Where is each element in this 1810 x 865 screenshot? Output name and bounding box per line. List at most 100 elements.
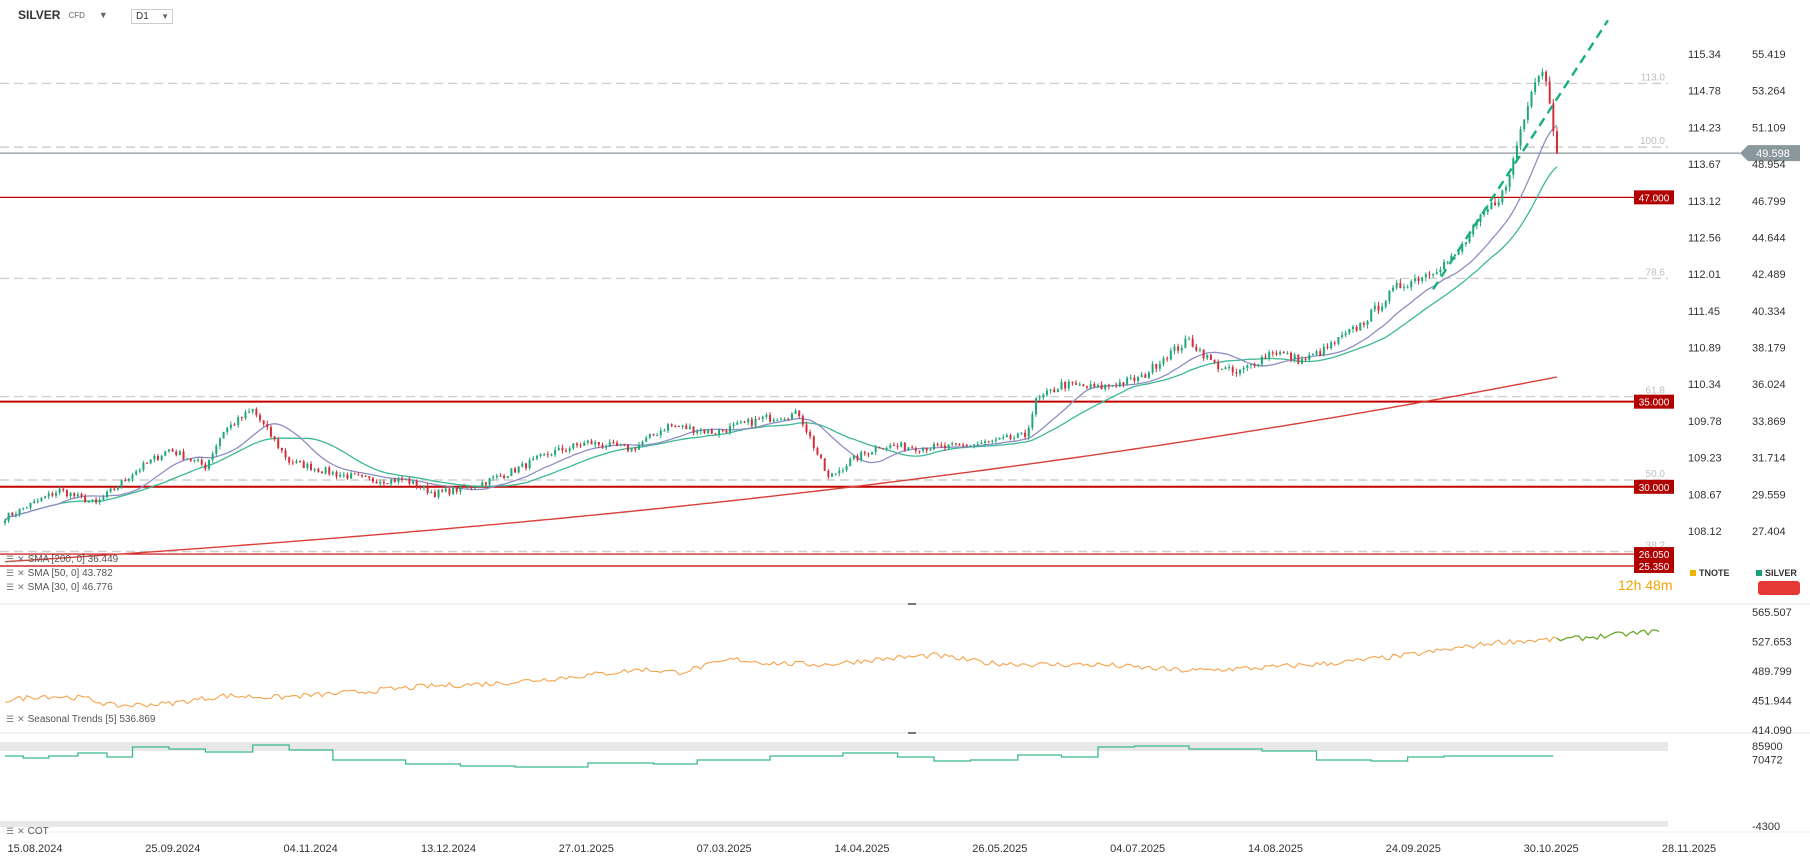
candle-body [579,445,582,447]
candle-body [1534,82,1537,93]
trade-button[interactable] [1758,581,1800,595]
close-icon[interactable]: ✕ [17,826,25,836]
candle-body [291,462,294,464]
candle-body [444,488,447,492]
candle-body [280,447,283,451]
tnote-axis-label: 109.23 [1688,453,1722,465]
cot-band [0,742,1668,751]
settings-icon[interactable]: ☰ [6,582,15,592]
candle-body [146,462,149,464]
candle-body [459,485,462,492]
legend-silver[interactable]: SILVER [1756,568,1797,578]
candle-body [539,454,542,456]
candle-body [703,429,706,434]
candle-body [1362,322,1365,325]
candle-body [1515,145,1518,159]
candle-body [40,497,43,501]
candle-body [728,425,731,433]
candle-body [634,448,637,450]
candle-body [404,478,407,481]
candle-body [1526,106,1529,120]
price-axis-label: 29.559 [1752,489,1786,501]
candle-body [120,479,123,487]
settings-icon[interactable]: ☰ [6,568,15,578]
trendline-dashed[interactable] [1432,19,1610,290]
candle-body [25,507,28,509]
candle-body [1198,349,1201,351]
candle-body [637,444,640,450]
candle-body [871,451,874,455]
candle-body [732,424,735,426]
candle-body [834,473,837,475]
candle-body [699,429,702,432]
candle-body [1144,374,1147,378]
candle-body [754,418,757,426]
candle-body [1461,244,1464,252]
candle-body [91,499,94,502]
candle-body [244,412,247,419]
close-icon[interactable]: ✕ [17,554,25,564]
candle-body [1158,364,1161,369]
candle-body [1137,377,1140,381]
settings-icon[interactable]: ☰ [6,554,15,564]
close-icon[interactable]: ✕ [17,582,25,592]
candle-body [1286,352,1289,354]
close-icon[interactable]: ✕ [17,568,25,578]
candle-body [62,488,65,491]
legend-tnote[interactable]: TNOTE [1690,568,1730,578]
panel-resize-handle [908,732,916,734]
indicator-cot[interactable]: ☰ ✕ COT [6,826,49,837]
candle-body [95,499,98,503]
candle-body [514,468,517,473]
candle-body [958,444,961,446]
candle-body [193,460,196,462]
candle-body [1319,351,1322,356]
symbol-selector[interactable]: SILVER CFD ▼ [18,8,108,22]
candle-body [157,456,160,460]
candle-body [725,430,728,433]
candle-body [889,445,892,448]
candle-body [925,447,928,451]
candle-body [575,443,578,446]
indicator-sma200[interactable]: ☰ ✕ SMA [200, 0] 36.449 [6,554,118,565]
trendline[interactable] [1432,19,1610,290]
cot-axis-label: 70472 [1752,755,1783,767]
candle-body [696,431,699,433]
candle-body [790,413,793,420]
candle-body [867,453,870,455]
candle-body [1300,359,1303,364]
x-axis-label: 04.07.2025 [1110,843,1165,855]
fib-label: 100.0 [1640,136,1665,147]
candle-body [1049,389,1052,391]
candle-body [1213,359,1216,362]
candle-body [830,473,834,478]
candle-body [1279,352,1282,355]
settings-icon[interactable]: ☰ [6,714,15,724]
candle-body [532,458,535,461]
candle-body [317,468,320,472]
indicator-seasonal[interactable]: ☰ ✕ Seasonal Trends [5] 536.869 [6,714,156,725]
candle-body [936,444,939,446]
settings-icon[interactable]: ☰ [6,826,15,836]
candle-body [76,494,79,496]
candle-body [495,475,498,478]
candle-body [386,483,389,485]
timeframe-select[interactable]: D1 ▼ [131,9,173,24]
candle-body [1355,326,1358,331]
candle-body [109,488,112,492]
indicator-sma30[interactable]: ☰ ✕ SMA [30, 0] 46.776 [6,582,113,593]
indicator-sma50[interactable]: ☰ ✕ SMA [50, 0] 43.782 [6,568,113,579]
cot-band [0,821,1668,827]
tnote-axis-label: 108.67 [1688,489,1722,501]
candle-body [568,448,571,451]
candle-body [1413,278,1416,282]
candle-body [1519,129,1522,146]
close-icon[interactable]: ✕ [17,714,25,724]
candle-body [787,419,790,421]
tnote-axis-label: 115.34 [1688,49,1721,61]
candle-body [1315,351,1318,355]
candle-body [1479,214,1482,223]
chevron-down-icon[interactable]: ▼ [98,10,108,20]
